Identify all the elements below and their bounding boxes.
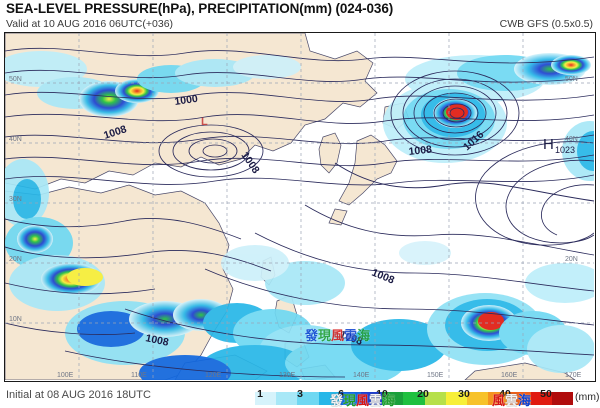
lon-label-170e: 170E — [565, 372, 582, 379]
lon-label-150e: 150E — [427, 372, 444, 379]
isobar-contours — [5, 47, 594, 378]
colorbar-unit-label: (mm) — [575, 391, 600, 403]
lat-label-40n-right: 40N — [565, 136, 578, 143]
initial-time-label: Initial at 08 AUG 2016 18UTC — [6, 389, 151, 401]
high-symbol: H — [543, 136, 554, 153]
high-value: 1023 — [555, 145, 575, 155]
colorbar-segment-14 — [551, 392, 574, 405]
lon-label-100e: 100E — [57, 372, 74, 379]
colorbar-segment-7 — [403, 392, 425, 405]
lon-label-120e: 120E — [205, 372, 222, 379]
colorbar-segment-3 — [318, 392, 340, 405]
landmass-new-guinea — [464, 362, 576, 380]
model-label: CWB GFS (0.5x0.5) — [499, 18, 593, 30]
colorbar-segment-4 — [339, 392, 362, 405]
lon-label-110e: 110E — [131, 372, 147, 379]
colorbar-segment-2 — [297, 392, 319, 405]
colorbar-segment-8 — [424, 392, 446, 405]
colorbar-segment-0 — [255, 392, 277, 405]
map-graphic: 50N 40N 30N 20N 10N 100E 110E 120E 130E … — [5, 33, 594, 380]
colorbar-segment-9 — [445, 392, 468, 405]
low-pressure-marker: L — [201, 116, 208, 128]
isobar-label-1008-c: 1008 — [408, 144, 433, 158]
landmass-japan — [338, 134, 398, 206]
lat-label-40n: 40N — [9, 136, 22, 143]
lat-lon-grid — [5, 33, 594, 380]
high-pressure-marker: H 1023 — [543, 136, 575, 155]
valid-time-label: Valid at 10 AUG 2016 06UTC(+036) — [6, 18, 174, 30]
map-canvas[interactable]: 50N 40N 30N 20N 10N 100E 110E 120E 130E … — [4, 32, 596, 382]
colorbar-segment-5 — [361, 392, 383, 405]
colorbar-segment-11 — [488, 392, 510, 405]
lat-label-30n: 30N — [9, 196, 22, 203]
precipitation-field — [5, 51, 594, 380]
lat-label-50n-right: 50N — [565, 76, 578, 83]
colorbar-segment-13 — [530, 392, 552, 405]
lat-label-10n: 10N — [9, 316, 22, 323]
lat-label-20n-right: 20N — [565, 256, 578, 263]
lat-label-50n: 50N — [9, 76, 22, 83]
page-title: SEA-LEVEL PRESSURE(hPa), PRECIPITATION(m… — [6, 1, 394, 16]
lon-label-130e: 130E — [279, 372, 296, 379]
colorbar-segment-1 — [276, 392, 298, 405]
lon-label-140e: 140E — [353, 372, 370, 379]
isobar-label-1000-a: 1000 — [174, 93, 199, 108]
lat-label-20n: 20N — [9, 256, 22, 263]
precipitation-colorbar[interactable] — [255, 392, 574, 405]
colorbar-segment-12 — [509, 392, 531, 405]
isobar-label-1008-e: 1008 — [144, 332, 169, 349]
lon-label-160e: 160E — [501, 372, 518, 379]
colorbar-segment-10 — [467, 392, 489, 405]
colorbar-segment-6 — [382, 392, 404, 405]
grid-tick-labels: 50N 40N 30N 20N 10N 100E 110E 120E 130E … — [9, 76, 582, 379]
